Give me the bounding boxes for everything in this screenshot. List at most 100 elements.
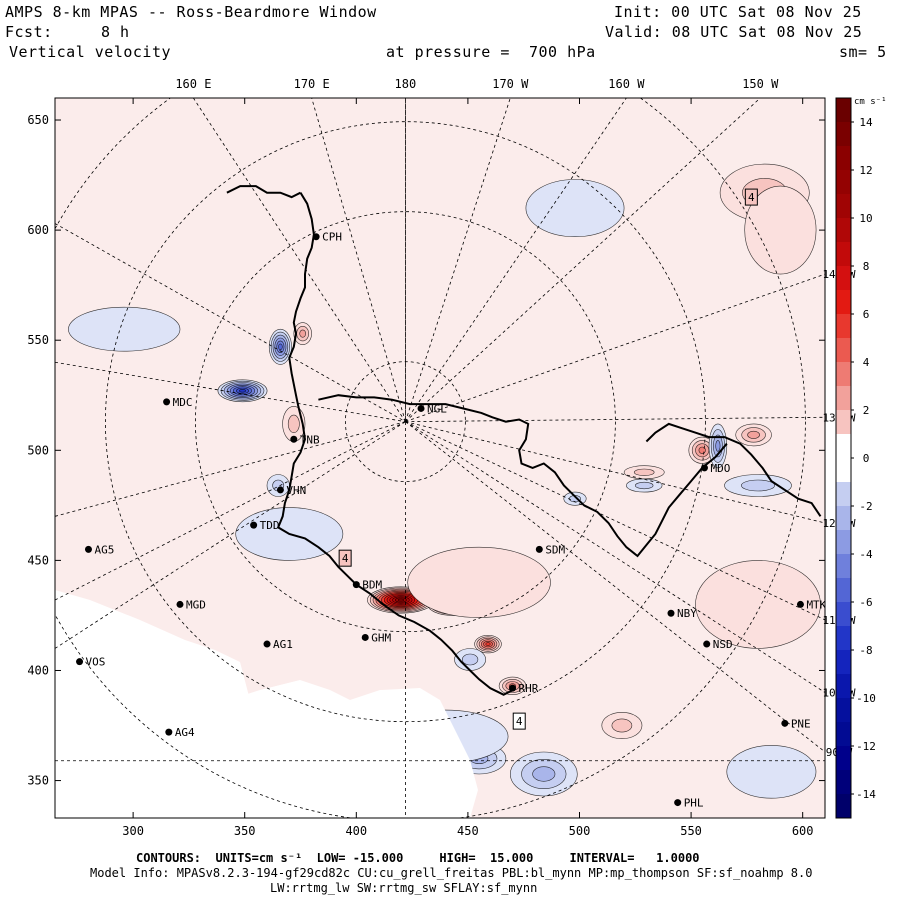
longitude-label-top: 160 E	[175, 77, 211, 91]
meridian-line	[55, 421, 406, 517]
extremum-box	[744, 188, 758, 206]
station-label-vos: VOS	[86, 656, 106, 669]
y-tick-label: 550	[27, 333, 49, 347]
station-label-nsd: NSD	[713, 638, 733, 651]
latitude-circle	[105, 121, 706, 723]
colorbar-swatch	[836, 242, 851, 267]
coastline-segment	[645, 422, 822, 517]
station-label-cph: CPH	[322, 231, 342, 244]
y-tick-label: 500	[27, 443, 49, 457]
station-label-pne: PNE	[791, 717, 811, 730]
forecast-hour: 8 h	[101, 23, 130, 41]
colorbar-swatch	[836, 722, 851, 747]
x-tick-label: 350	[234, 824, 256, 838]
colorbar-swatch	[836, 338, 851, 363]
colorbar-swatch	[836, 602, 851, 627]
velocity-cell-negative	[740, 479, 775, 492]
latitude-circle	[195, 211, 616, 633]
station-marker-vhn	[276, 486, 284, 494]
station-marker-mdo	[700, 464, 708, 472]
init-time: Init: 00 UTC Sat 08 Nov 25	[614, 3, 862, 21]
longitude-label-top: 160 W	[608, 77, 645, 91]
variable-name: Vertical velocity	[9, 43, 172, 61]
station-marker-vos	[76, 658, 84, 666]
colorbar-swatch	[836, 170, 851, 195]
station-marker-tnb	[290, 435, 298, 443]
colorbar-swatch	[836, 650, 851, 675]
station-marker-ngl	[417, 404, 425, 412]
station-marker-phl	[674, 799, 682, 807]
coastline-segment	[276, 192, 513, 696]
colorbar-tick-label: 14	[859, 116, 873, 129]
x-tick-label: 500	[569, 824, 591, 838]
colorbar-swatch	[836, 362, 851, 387]
velocity-cell-negative	[715, 440, 721, 452]
colorbar-tick-label: 6	[863, 308, 870, 321]
colorbar-tick-label: -14	[856, 788, 876, 801]
colorbar-swatch	[836, 194, 851, 219]
station-label-ag1: AG1	[273, 638, 293, 651]
station-marker-mgd	[176, 600, 184, 608]
station-label-vhn: VHN	[286, 484, 306, 497]
colorbar-swatch	[836, 770, 851, 795]
lat-lon-grid	[55, 98, 825, 818]
colorbar-tick-label: 2	[863, 404, 870, 417]
colorbar-units: cm s⁻¹	[854, 97, 887, 107]
forecast-label: Fcst:	[5, 23, 53, 41]
velocity-cell-negative	[239, 389, 246, 393]
coastline-segment	[318, 394, 728, 558]
colorbar: cm s⁻¹ 14 12 10 8 6 4 2 0 -2 -4 -6 -8 -10 -12 -14	[835, 97, 887, 819]
map-title: AMPS 8-km MPAS -- Ross-Beardmore Window	[5, 3, 377, 21]
velocity-cell-positive	[744, 185, 817, 275]
velocity-cell-positive	[299, 329, 307, 338]
colorbar-swatch	[836, 554, 851, 579]
plot-area: CPH MDC TNB NGL VHN TDD AG5 SDM BDM MGD NBY MTK GHM A…	[55, 98, 825, 818]
colorbar-tick-label: 0	[863, 452, 870, 465]
colorbar-swatch	[836, 266, 851, 291]
colorbar-swatch	[836, 746, 851, 771]
longitude-label-top: 150 W	[742, 77, 779, 91]
colorbar-swatch	[836, 506, 851, 531]
extremum-label: 4	[342, 552, 349, 565]
station-marker-ag4	[165, 728, 173, 736]
station-label-rhr: RHR	[519, 682, 539, 695]
station-label-ag4: AG4	[175, 726, 195, 739]
station-marker-tdd	[250, 521, 258, 529]
station-marker-rhr	[509, 684, 517, 692]
polar-plateau-blank-region	[170, 680, 478, 818]
velocity-cell-positive	[747, 430, 760, 439]
colorbar-tick-label: -6	[859, 596, 872, 609]
extremum-label: 4	[748, 191, 755, 204]
meridian-line	[311, 98, 406, 422]
station-marker-pne	[781, 719, 789, 727]
longitude-label-top: 170 E	[294, 77, 330, 91]
longitude-label-top: 180	[395, 77, 417, 91]
velocity-cell-negative	[532, 766, 556, 782]
extremum-label: 4	[516, 715, 523, 728]
colorbar-swatch	[836, 578, 851, 603]
colorbar-swatch	[836, 386, 851, 411]
station-marker-mdc	[163, 398, 171, 406]
colorbar-swatch	[836, 290, 851, 315]
meridian-line	[405, 421, 825, 621]
station-label-mdo: MDO	[710, 462, 730, 475]
valid-time: Valid: 08 UTC Sat 08 Nov 25	[605, 23, 863, 41]
coastline-segment	[226, 185, 301, 199]
colorbar-swatch	[836, 122, 851, 147]
colorbar-swatch	[836, 98, 851, 123]
colorbar-swatch	[836, 434, 851, 459]
colorbar-swatch	[836, 794, 851, 819]
station-marker-ghm	[361, 633, 369, 641]
extremum-box	[338, 549, 352, 567]
x-tick-label: 400	[345, 824, 367, 838]
velocity-cell-positive	[485, 642, 491, 646]
velocity-cell-positive	[287, 414, 300, 434]
colorbar-tick-label: 4	[863, 356, 870, 369]
contour-info: CONTOURS: UNITS=cm s⁻¹ LOW= -15.000 HIGH…	[136, 851, 700, 865]
model-info-physics: LW:rrtmg_lw SW:rrtmg_sw SFLAY:sf_mynn	[270, 881, 538, 895]
pressure-level: at pressure = 700 hPa	[386, 43, 596, 61]
station-label-nby: NBY	[677, 607, 697, 620]
velocity-cell-positive	[695, 560, 821, 649]
colorbar-tick-label: 10	[859, 212, 872, 225]
